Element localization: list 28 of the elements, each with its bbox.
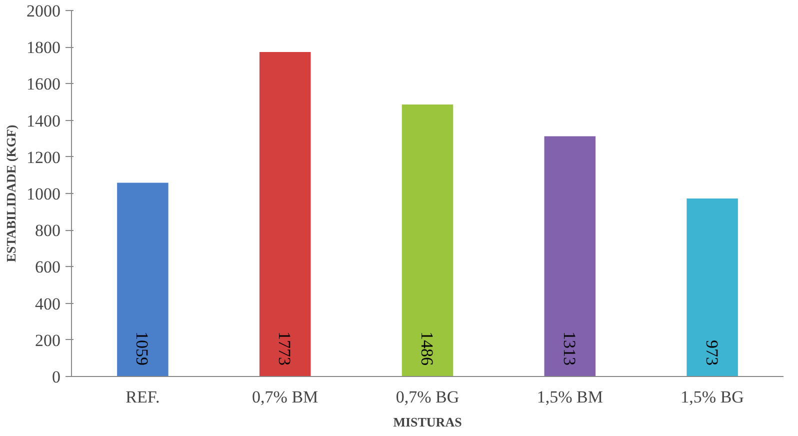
bar: [544, 136, 596, 376]
y-tick-label: 800: [35, 221, 60, 240]
bar: [117, 182, 168, 376]
y-tick-label: 600: [35, 258, 60, 277]
bar: [259, 52, 311, 376]
bar: [686, 198, 738, 376]
data-label: 973: [702, 340, 722, 366]
y-tick-label: 1000: [26, 184, 60, 204]
x-tick-label: 0,7% BG: [396, 388, 460, 406]
x-tick-label: 1,5% BG: [680, 388, 744, 406]
bar: [402, 104, 454, 376]
y-tick-label: 400: [35, 294, 60, 314]
y-tick-label: 1800: [26, 38, 60, 58]
y-axis-title: ESTABILIDADE (KGF): [4, 124, 18, 262]
y-tick-label: 1400: [26, 111, 60, 130]
data-label: 1486: [418, 332, 436, 366]
data-label: 1059: [132, 332, 152, 366]
y-tick-label: 0: [52, 368, 60, 386]
x-axis-title: MISTURAS: [393, 414, 462, 430]
data-label: 1773: [275, 332, 294, 366]
x-tick-label: REF.: [126, 388, 160, 406]
data-label: 1313: [560, 332, 579, 366]
y-tick-label: 200: [35, 330, 60, 350]
y-tick-label: 1600: [26, 74, 60, 94]
y-tick-label: 2000: [26, 2, 60, 20]
y-tick-label: 1200: [26, 148, 60, 167]
x-tick-label: 0,7% BM: [252, 388, 318, 406]
x-tick-label: 1,5% BM: [536, 388, 603, 406]
